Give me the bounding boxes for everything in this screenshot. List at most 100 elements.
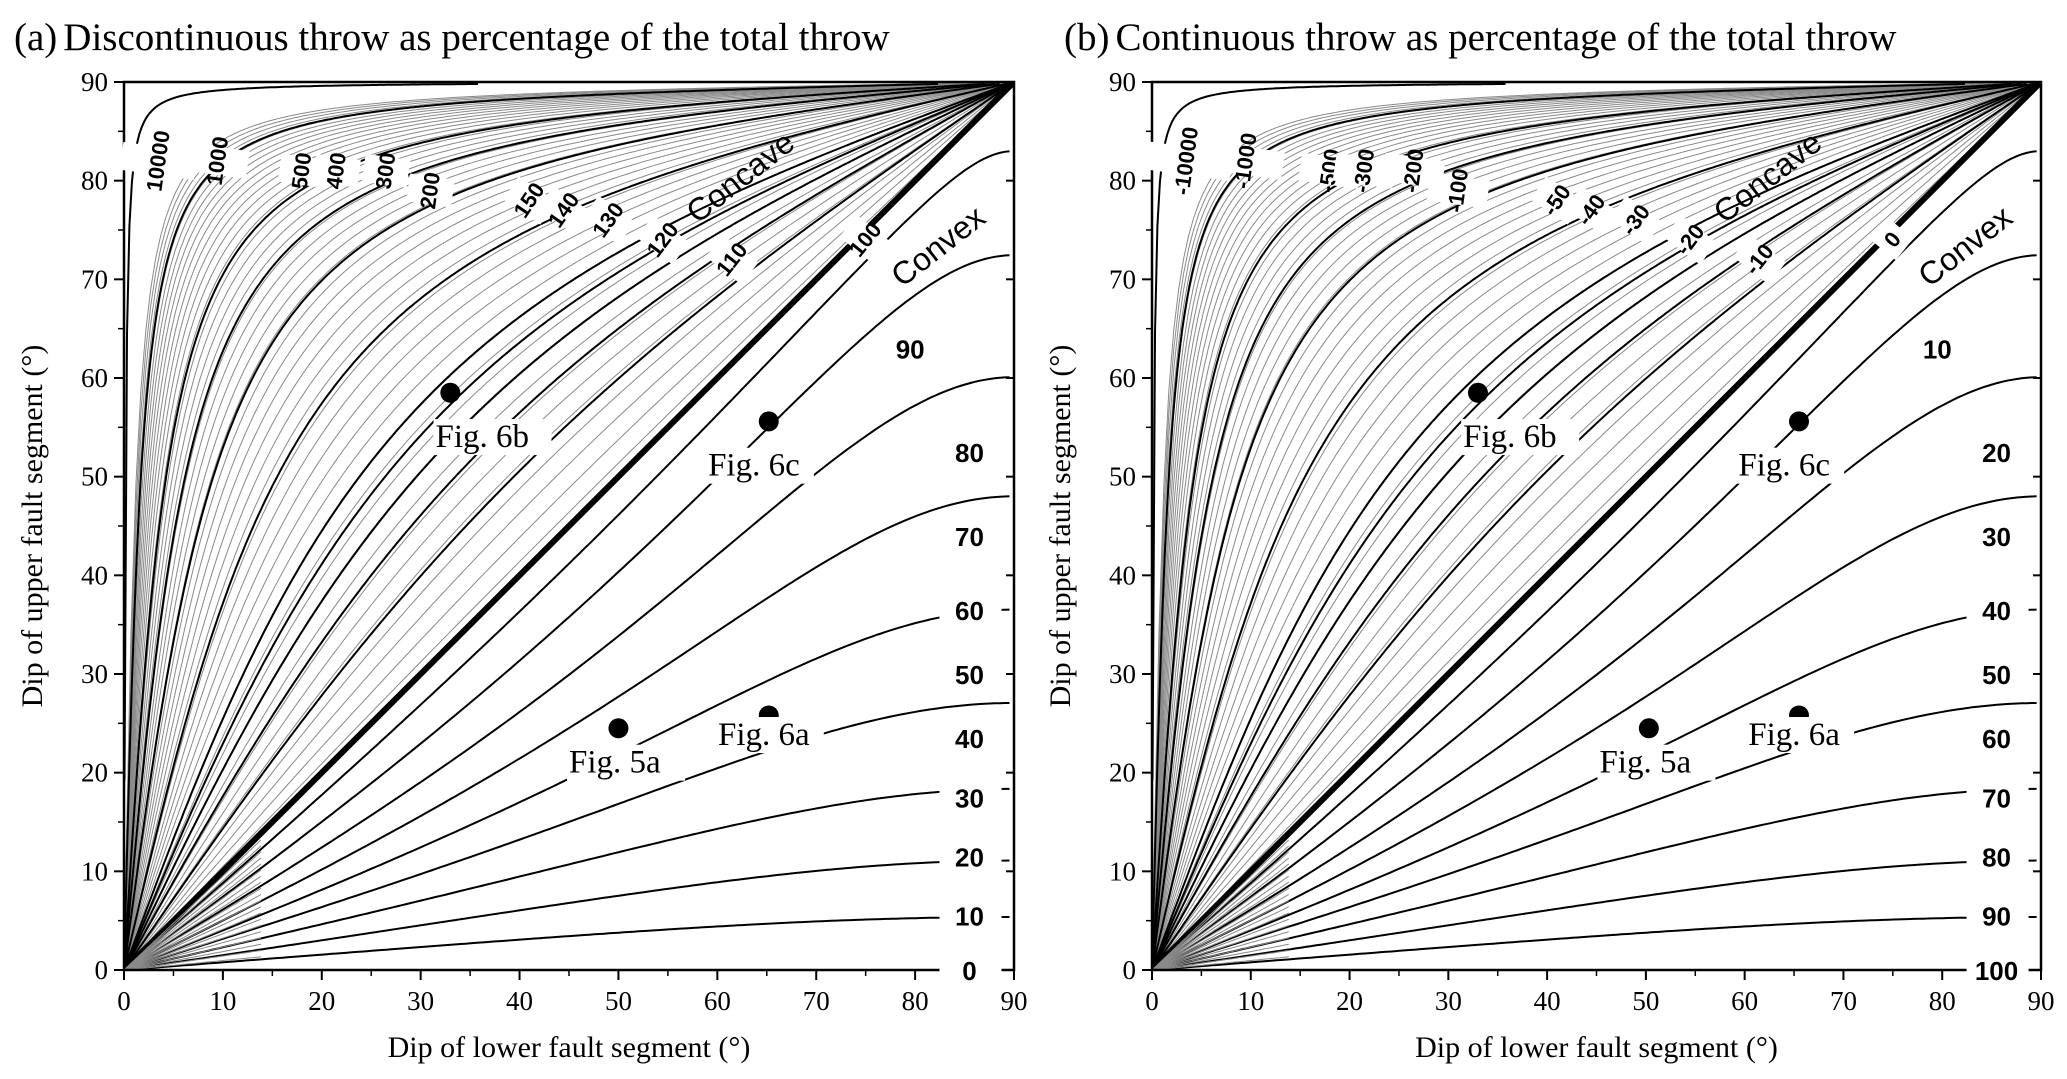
fan-line-thin — [1152, 950, 1289, 970]
label-bg — [705, 234, 759, 285]
data-point — [608, 718, 629, 739]
fan-line-thin — [1152, 839, 1290, 970]
x-axis-label: Dip of lower fault segment (°) — [388, 1031, 751, 1064]
label-bg — [1966, 955, 2029, 985]
label-bg — [839, 214, 892, 265]
label-bg — [502, 176, 556, 225]
fan-line-thin — [125, 82, 1012, 954]
fan-line-thin — [1153, 82, 2039, 951]
contour-line — [1152, 82, 2040, 970]
x-tick-label: 30 — [1435, 986, 1462, 1016]
panel-a: (a) Discontinuous throw as percentage of … — [14, 16, 1028, 1064]
label-bg — [1609, 195, 1663, 245]
fan-line-thin — [1153, 82, 2039, 961]
fan-line-thin — [1152, 931, 1289, 970]
x-tick-label: 80 — [902, 986, 929, 1016]
contour-line — [1152, 702, 2037, 970]
label-bg — [1966, 659, 2029, 689]
fan-line-thin — [1153, 82, 2039, 966]
contour-line — [1152, 859, 2037, 970]
contour-label: 1000 — [202, 135, 234, 187]
label-bg — [880, 333, 943, 364]
contour-line — [124, 150, 1010, 970]
contour-line — [124, 82, 1013, 970]
label-bg — [1966, 841, 2029, 872]
contour-line — [124, 82, 1010, 970]
panel-b: (b) Continuous throw as percentage of the… — [1044, 16, 2055, 1064]
label-bg — [1872, 219, 1914, 261]
fan-line-thin — [125, 82, 1012, 964]
contour-line — [1152, 82, 2022, 965]
fan-line-thin — [1153, 82, 2038, 863]
label-bg — [582, 195, 635, 245]
y-tick-label: 40 — [1109, 560, 1136, 590]
data-point — [1638, 718, 1659, 739]
fan-line-thin — [124, 956, 262, 970]
x-tick-label: 20 — [1336, 986, 1363, 1016]
fan-line-thin — [125, 82, 1012, 928]
fan-line-thin — [124, 950, 262, 970]
y-tick-label: 30 — [81, 659, 108, 689]
contour-label: 10000 — [141, 129, 174, 193]
contour-line — [1152, 787, 2037, 970]
y-tick-label: 10 — [1109, 856, 1136, 886]
point-label: Fig. 5a — [1599, 745, 1691, 781]
y-tick-label: 60 — [1109, 363, 1136, 393]
contour-line — [124, 608, 1010, 970]
fan-line-thin — [125, 82, 1012, 958]
contour-line — [124, 376, 1010, 970]
label-bg — [567, 744, 685, 781]
fan-line-thin — [1153, 82, 2039, 964]
fan-line-thin — [124, 845, 262, 970]
contour-line — [1152, 82, 1965, 951]
label-bg — [939, 782, 1002, 813]
y-tick-label: 30 — [1109, 659, 1136, 689]
contour-line — [1152, 82, 2012, 963]
fan-line-thin — [124, 912, 262, 970]
label-bg — [1966, 437, 2029, 467]
data-point — [758, 411, 779, 432]
fan-line-thin — [1153, 84, 2039, 968]
label-bg — [1966, 782, 2029, 813]
contour-label: 200 — [415, 171, 445, 211]
fan-line-thin — [125, 82, 1012, 959]
label-bg — [433, 419, 552, 456]
contour-line — [1152, 82, 2037, 970]
fan-line-thin — [124, 869, 262, 970]
fan-line-thin — [1152, 912, 1289, 970]
label-bg — [939, 723, 1002, 754]
label-bg — [1597, 744, 1716, 781]
contour-label: -100 — [1442, 167, 1473, 214]
label-bg — [1461, 419, 1580, 456]
panel-letter: (b) — [1064, 16, 1109, 59]
panel-title: (b) Continuous throw as percentage of the… — [1064, 16, 1896, 59]
label-bg — [1426, 172, 1490, 209]
fan-line-thin — [1152, 887, 1290, 970]
contour-line — [124, 82, 938, 951]
contour-line — [124, 82, 1013, 970]
contour-label: 90 — [1982, 902, 2011, 932]
fan-line-thin — [125, 82, 1012, 961]
contour-label: 400 — [321, 151, 351, 191]
label-bg — [1907, 333, 1970, 364]
point-label: Fig. 6a — [718, 717, 810, 753]
x-tick-label: 50 — [605, 986, 632, 1016]
x-tick-label: 40 — [1534, 986, 1561, 1016]
fan-line-thin — [1153, 82, 2039, 965]
contour-line — [124, 859, 1010, 970]
fan-line-thin — [125, 83, 1012, 968]
y-tick-label: 10 — [81, 856, 108, 886]
fan-line-thin — [1153, 82, 2039, 966]
label-bg — [1966, 594, 2029, 625]
x-tick-label: 10 — [1237, 986, 1264, 1016]
contour-label: 20 — [955, 843, 984, 873]
fan-line-thin — [124, 881, 262, 970]
panel-title-text: Discontinuous throw as percentage of the… — [63, 16, 889, 59]
contour-line — [1152, 495, 2037, 970]
data-point — [1467, 382, 1488, 403]
fan-line-thin — [124, 931, 262, 970]
y-tick-label: 90 — [1109, 67, 1136, 97]
fan-line-thin — [125, 82, 1012, 966]
fan-line-thin — [125, 83, 1012, 967]
